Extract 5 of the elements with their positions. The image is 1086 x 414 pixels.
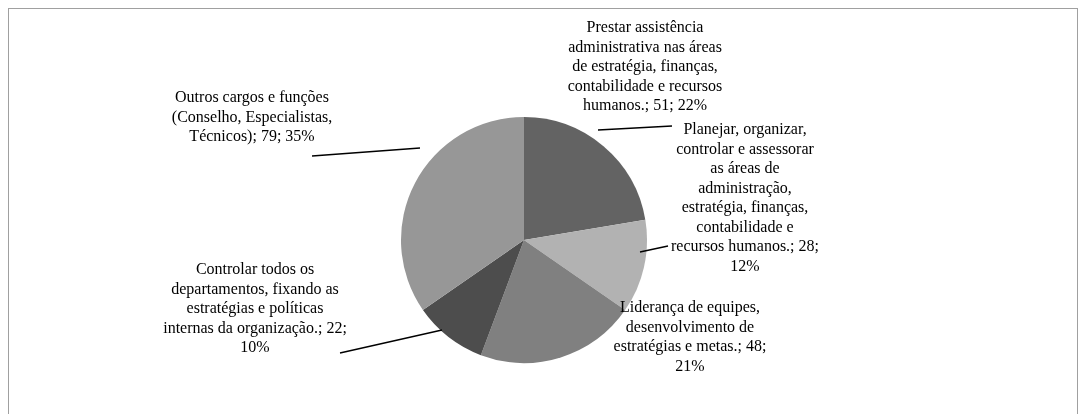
slice-label: Controlar todos os departamentos, fixando as estratégias e políticas internas da organização.; 22; 10% (163, 260, 347, 356)
slice-label: Prestar assistência administrativa nas áreas de estratégia, finanças, contabilidade e recursos humanos.; 51; 22% (567, 18, 723, 114)
slice-label: Outros cargos e funções (Conselho, Especialistas, Técnicos); 79; 35% (171, 88, 333, 146)
slice-label: Planejar, organizar, controlar e assessorar as áreas de administração, estratégia, finanças, contabilidade e recursos humanos.; 28; 12% (671, 120, 819, 274)
slice-label: Liderança de equipes, desenvolvimento de estratégias e metas.; 48; 21% (613, 298, 767, 374)
